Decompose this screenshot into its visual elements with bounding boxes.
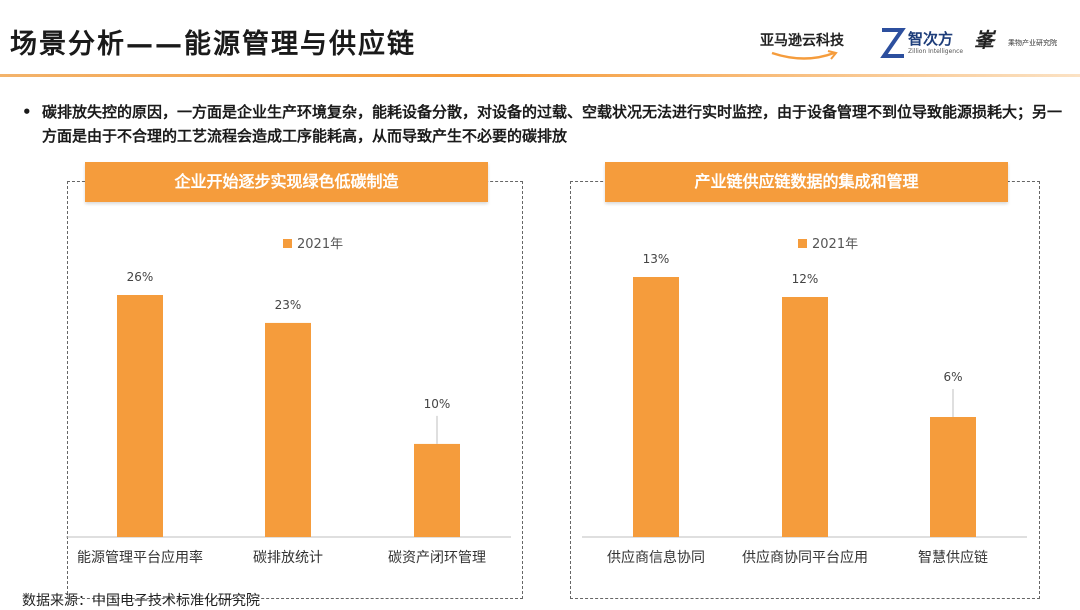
bar (117, 295, 163, 537)
category-tick-label: 供应商协同平台应用 (742, 549, 868, 566)
amazon-logo-text: 亚马逊云科技 (760, 33, 844, 49)
data-label: 12% (792, 272, 819, 286)
category-tick-label: 智慧供应链 (918, 549, 988, 566)
left-panel-header: 企业开始逐步实现绿色低碳制造 (85, 162, 488, 202)
amazon-smile-icon (771, 50, 838, 60)
data-source-note: 数据来源：中国电子技术标准化研究院 (22, 593, 260, 609)
zhici-logo-text: 智次方 (908, 30, 954, 48)
data-label: 6% (943, 370, 962, 384)
legend-label: 2021年 (297, 237, 343, 252)
category-tick-label: 碳排放统计 (253, 550, 323, 566)
data-label: 23% (275, 298, 302, 312)
bar (633, 277, 679, 537)
bar (782, 297, 828, 537)
zhici-logo-subtext: Zillion Intelligence (908, 48, 964, 55)
legend-swatch (798, 239, 807, 248)
fengbai-logo-mark: 峯 (974, 28, 994, 52)
bar (414, 443, 460, 537)
bar (265, 322, 311, 537)
title-underline (0, 74, 1080, 77)
logo-group: 亚马逊云科技 智次方 Zillion Intelligence 峯 乘物产业研究… (760, 24, 1080, 68)
zhici-logo-icon (880, 28, 906, 58)
legend-label: 2021年 (812, 237, 858, 252)
bullet-text: 碳排放失控的原因，一方面是企业生产环境复杂，能耗设备分散，对设备的过载、空载状况… (42, 103, 1063, 145)
bar (930, 417, 976, 537)
data-label: 13% (643, 252, 670, 266)
data-label: 26% (127, 270, 154, 284)
page-title: 场景分析——能源管理与供应链 (10, 29, 416, 60)
category-tick-label: 供应商信息协同 (607, 549, 705, 566)
legend-swatch (283, 239, 292, 248)
fengbai-logo-text: 乘物产业研究院 (1008, 39, 1057, 47)
data-label: 10% (424, 397, 451, 411)
right-panel-header: 产业链供应链数据的集成和管理 (605, 162, 1008, 202)
bullet-paragraph: • 碳排放失控的原因，一方面是企业生产环境复杂，能耗设备分散，对设备的过载、空载… (22, 100, 1062, 148)
bullet-dot-icon: • (22, 103, 32, 121)
category-tick-label: 能源管理平台应用率 (77, 549, 203, 566)
category-tick-label: 碳资产闭环管理 (388, 550, 486, 566)
